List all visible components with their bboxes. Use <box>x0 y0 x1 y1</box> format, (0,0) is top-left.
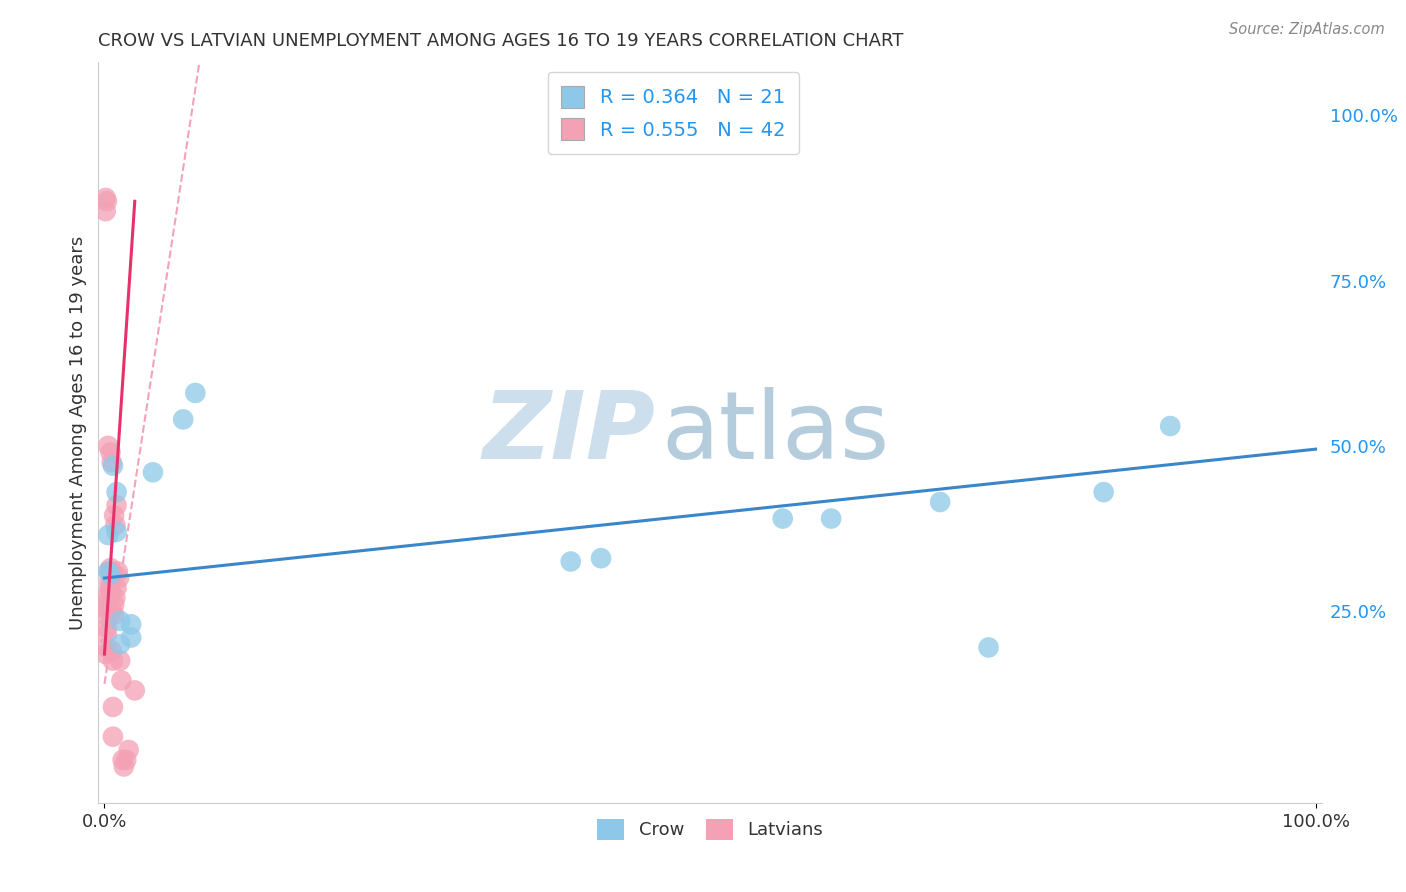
Point <box>820 511 842 525</box>
Point <box>97 611 120 625</box>
Point <box>101 730 124 744</box>
Point <box>100 565 122 579</box>
Point <box>105 485 128 500</box>
Text: CROW VS LATVIAN UNEMPLOYMENT AMONG AGES 16 TO 19 YEARS CORRELATION CHART: CROW VS LATVIAN UNEMPLOYMENT AMONG AGES … <box>98 32 904 50</box>
Point <box>110 614 132 628</box>
Point <box>1092 485 1115 500</box>
Point <box>108 571 131 585</box>
Point <box>107 565 129 579</box>
Point <box>105 524 128 539</box>
Point <box>97 594 120 608</box>
Point <box>100 644 122 658</box>
Point <box>172 412 194 426</box>
Legend: Crow, Latvians: Crow, Latvians <box>591 812 830 847</box>
Point <box>772 511 794 525</box>
Point <box>112 759 135 773</box>
Point <box>97 604 120 618</box>
Point <box>120 617 142 632</box>
Point <box>101 700 124 714</box>
Point <box>929 495 952 509</box>
Point <box>142 465 165 479</box>
Point <box>100 445 122 459</box>
Point <box>98 574 121 589</box>
Point <box>589 551 612 566</box>
Point <box>118 743 141 757</box>
Point <box>103 508 125 523</box>
Point <box>104 591 127 605</box>
Point <box>560 555 582 569</box>
Point <box>101 654 124 668</box>
Text: Source: ZipAtlas.com: Source: ZipAtlas.com <box>1229 22 1385 37</box>
Point <box>96 627 118 641</box>
Point <box>115 753 138 767</box>
Point <box>101 458 124 473</box>
Point <box>120 631 142 645</box>
Point <box>100 455 122 469</box>
Point <box>100 604 122 618</box>
Point <box>110 673 132 688</box>
Point <box>100 561 122 575</box>
Point <box>97 439 120 453</box>
Point <box>96 640 118 655</box>
Point <box>110 637 132 651</box>
Point <box>111 753 134 767</box>
Text: atlas: atlas <box>661 386 890 479</box>
Point <box>100 567 122 582</box>
Point <box>1159 419 1181 434</box>
Point <box>103 607 125 622</box>
Point <box>96 194 118 209</box>
Point <box>97 565 120 579</box>
Point <box>977 640 1000 655</box>
Point <box>98 565 121 579</box>
Point <box>94 191 117 205</box>
Point <box>100 584 122 599</box>
Point <box>96 600 118 615</box>
Point <box>184 386 207 401</box>
Point <box>94 204 117 219</box>
Point <box>97 528 120 542</box>
Point <box>105 581 128 595</box>
Point <box>105 499 128 513</box>
Point <box>110 654 132 668</box>
Point <box>96 621 118 635</box>
Text: ZIP: ZIP <box>482 386 655 479</box>
Point <box>98 581 121 595</box>
Point <box>103 598 125 612</box>
Point <box>94 647 117 661</box>
Point <box>104 518 127 533</box>
Point <box>97 588 120 602</box>
Point <box>124 683 146 698</box>
Y-axis label: Unemployment Among Ages 16 to 19 years: Unemployment Among Ages 16 to 19 years <box>69 235 87 630</box>
